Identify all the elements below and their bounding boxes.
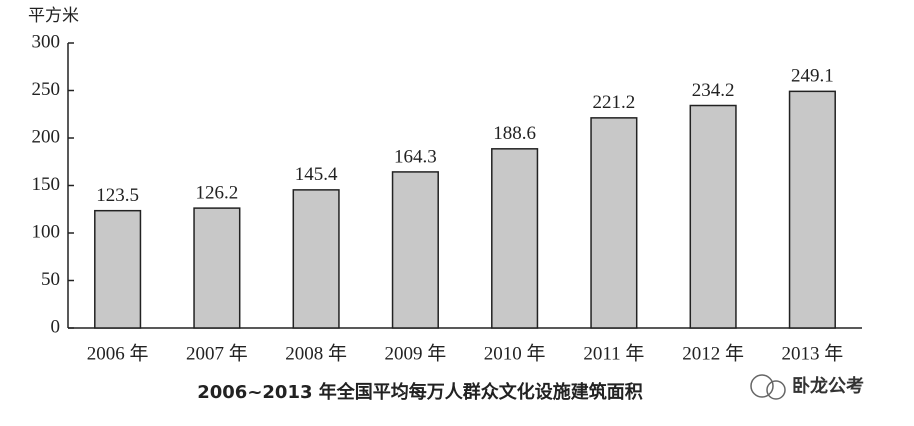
bar	[788, 90, 836, 329]
x-tick-label: 2006 年	[87, 342, 149, 364]
data-label: 145.4	[295, 164, 338, 185]
bar	[689, 104, 737, 329]
chart-title: 2006~2013 年全国平均每万人群众文化设施建筑面积	[197, 381, 643, 403]
data-label: 123.5	[96, 185, 139, 206]
x-tick-label: 2008 年	[285, 342, 347, 364]
y-tick-label: 100	[32, 221, 61, 242]
y-tick-label: 300	[32, 31, 61, 52]
bar	[391, 171, 439, 329]
x-tick-label: 2012 年	[682, 342, 744, 364]
data-label: 221.2	[593, 92, 636, 113]
x-tick-label: 2009 年	[384, 342, 446, 364]
bar	[193, 207, 241, 329]
x-tick-label: 2010 年	[484, 342, 546, 364]
x-tick-label: 2013 年	[781, 342, 843, 364]
x-tick-label: 2007 年	[186, 342, 248, 364]
bar	[94, 209, 142, 329]
y-tick-label: 50	[41, 269, 60, 290]
y-tick-label: 150	[32, 174, 61, 195]
y-axis-label: 平方米	[28, 6, 79, 26]
bar	[491, 148, 539, 329]
data-label: 188.6	[493, 123, 536, 144]
y-tick-label: 200	[32, 126, 61, 147]
data-label: 234.2	[692, 80, 735, 101]
data-label: 126.2	[196, 182, 239, 203]
data-label: 164.3	[394, 146, 437, 167]
watermark: 卧龙公考	[792, 375, 864, 397]
y-tick-label: 0	[51, 316, 61, 337]
watermark-icon	[750, 374, 786, 400]
x-tick-label: 2011 年	[583, 342, 644, 364]
bar	[590, 117, 638, 329]
data-label: 249.1	[791, 66, 834, 87]
y-tick-label: 250	[32, 79, 61, 100]
bar	[292, 189, 340, 329]
